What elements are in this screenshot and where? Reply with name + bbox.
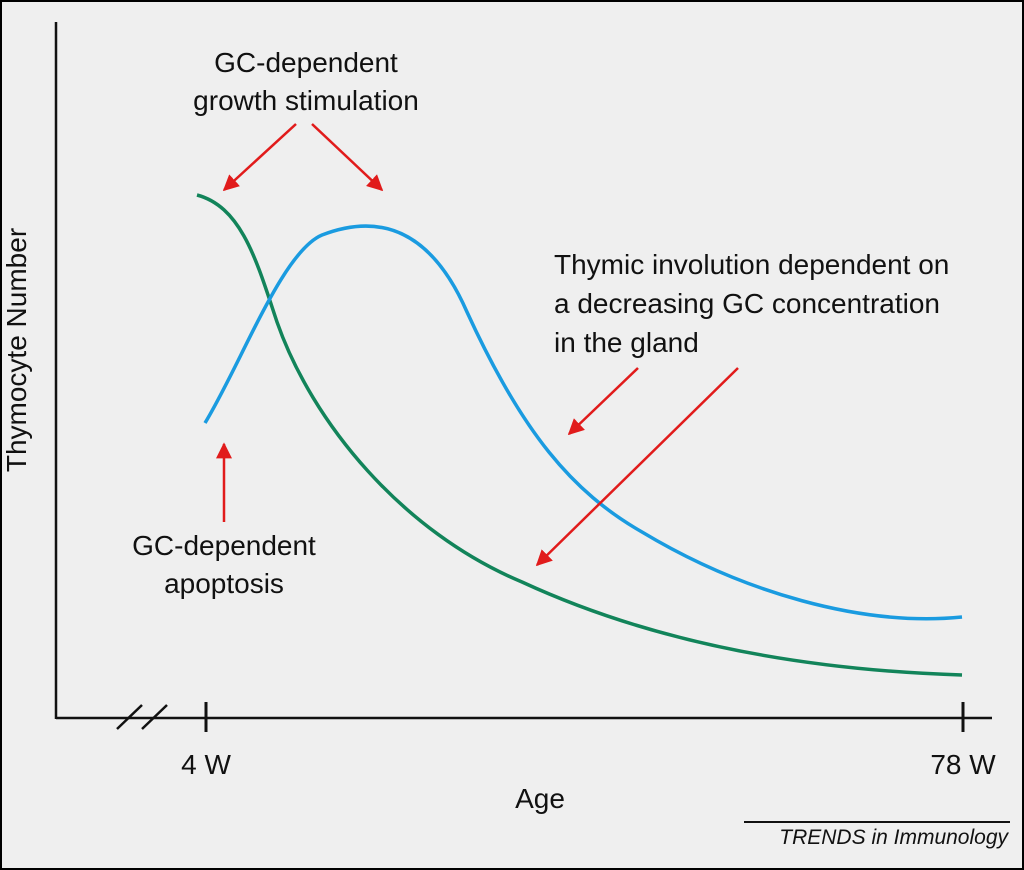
apoptosis-label-line2: apoptosis — [164, 568, 284, 599]
involution-arrow-blue — [567, 367, 639, 436]
growth-arrow-right — [311, 123, 384, 192]
axis-break-marks — [116, 704, 168, 730]
tick-label-78w: 78 W — [930, 749, 996, 780]
involution-label-line3: in the gland — [554, 327, 699, 358]
growth-label-line1: GC-dependent — [214, 47, 398, 78]
x-axis-label: Age — [515, 783, 565, 814]
y-axis-label: Thymocyte Number — [2, 228, 32, 472]
involution-arrow-green — [535, 367, 739, 567]
growth-label-line2: growth stimulation — [193, 85, 419, 116]
annotation-arrows — [216, 123, 739, 567]
involution-label-line1: Thymic involution dependent on — [554, 249, 949, 280]
green-curve — [196, 193, 963, 677]
apoptosis-label-line1: GC-dependent — [132, 530, 316, 561]
journal-credit: TRENDS in Immunology — [779, 826, 1009, 849]
growth-arrow-left — [222, 123, 297, 192]
tick-label-4w: 4 W — [181, 749, 231, 780]
involution-label-line2: a decreasing GC concentration — [554, 288, 940, 319]
blue-curve — [203, 224, 963, 621]
